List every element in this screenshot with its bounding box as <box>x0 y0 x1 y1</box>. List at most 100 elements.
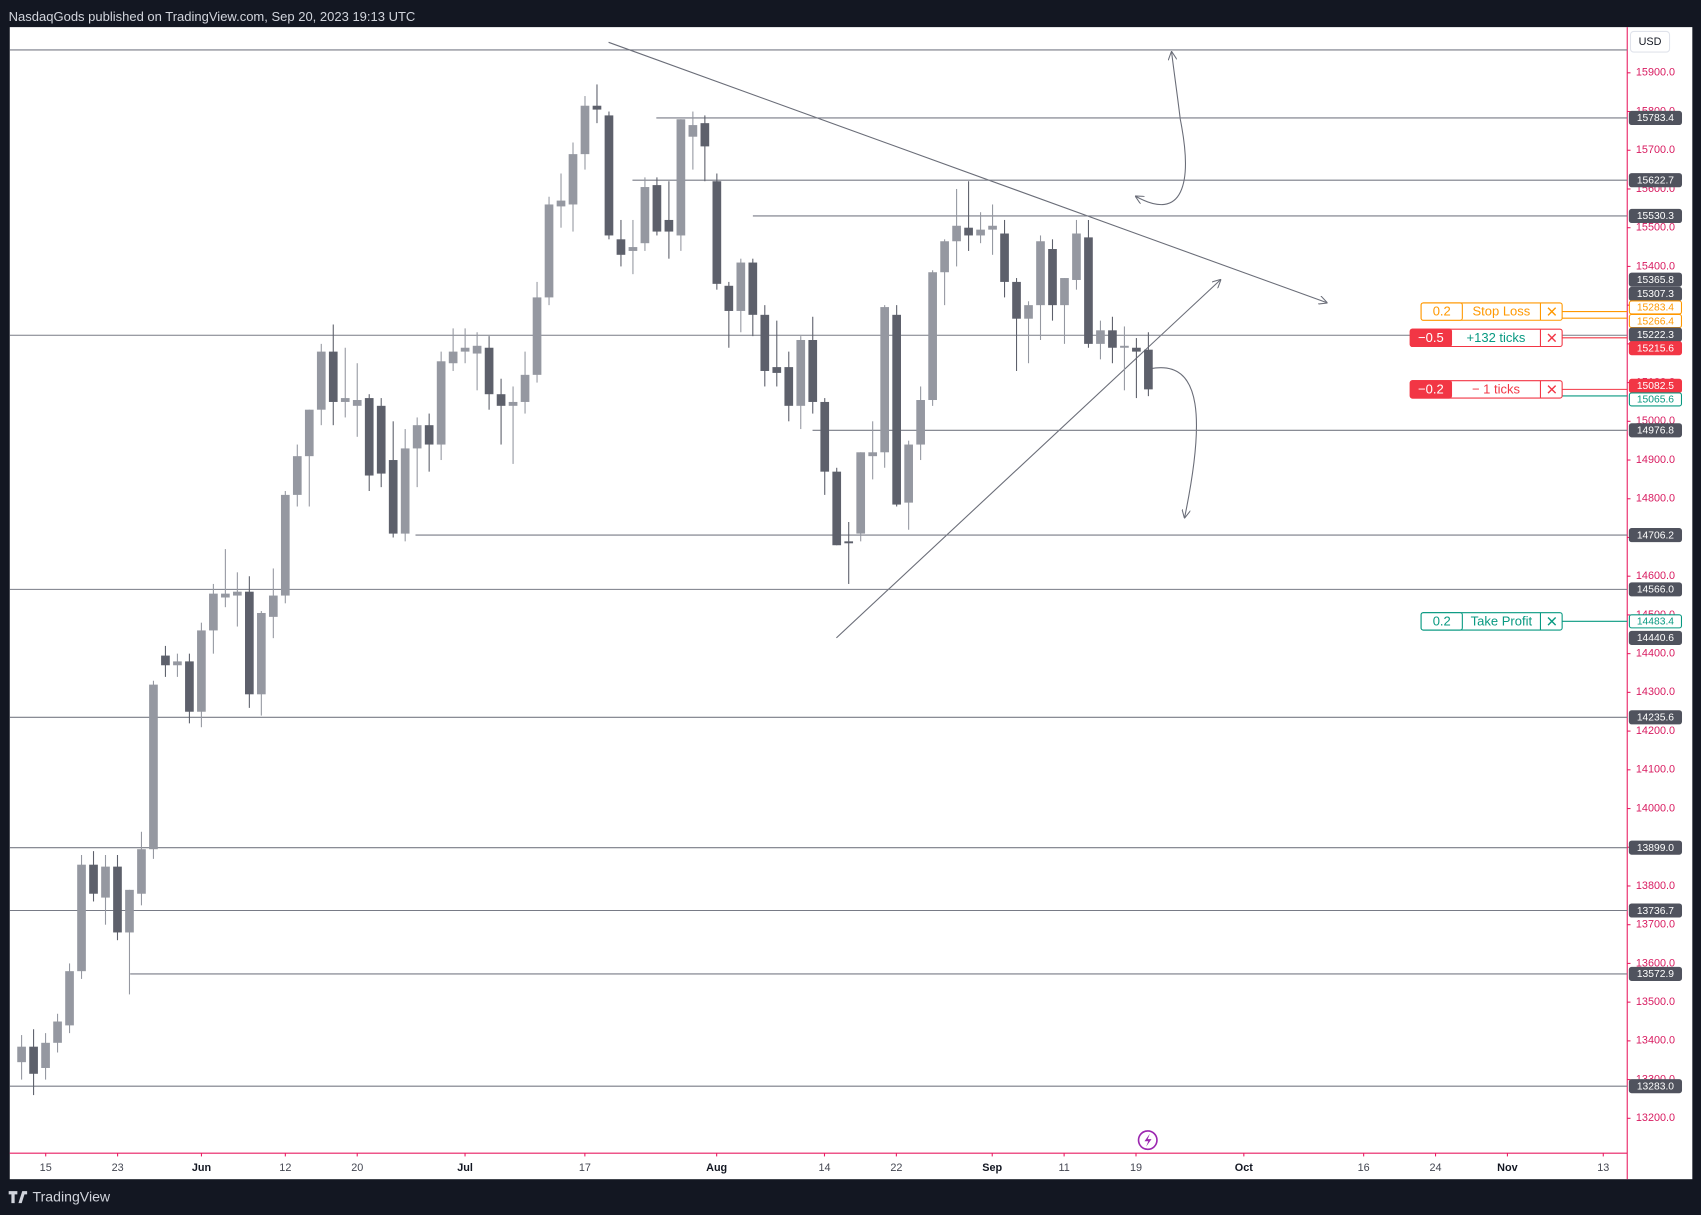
order-qty-box[interactable] <box>1409 380 1453 399</box>
order-qty-box[interactable] <box>1420 612 1463 631</box>
y-tick-label: 13400.0 <box>1636 1035 1675 1047</box>
price-tag-label: 15530.3 <box>1637 211 1674 222</box>
price-tag-label: 13283.0 <box>1637 1081 1674 1092</box>
price-tag-label: 14706.2 <box>1637 530 1674 541</box>
price-tag-label: 15215.6 <box>1637 343 1674 354</box>
price-tag-label: 13572.9 <box>1637 969 1674 980</box>
price-tag-label: 15065.6 <box>1637 395 1674 406</box>
candle-body <box>1144 349 1153 390</box>
y-tick-label: 15900.0 <box>1636 67 1675 79</box>
candle-body <box>304 409 314 457</box>
y-tick-label: 13800.0 <box>1636 880 1675 892</box>
candle-body <box>256 612 266 695</box>
candle-body <box>1000 233 1009 282</box>
order-close[interactable] <box>1547 385 1557 394</box>
candle-body <box>77 864 86 972</box>
price-tags: 15783.4 15622.7 15530.3 15365.8 15307.3 15283… <box>1628 110 1683 1094</box>
order-qty[interactable]: −0.2 <box>1418 381 1444 396</box>
currency-box[interactable] <box>1629 30 1671 53</box>
order-qty[interactable]: 0.2 <box>1433 613 1451 628</box>
order-text[interactable]: +132 ticks <box>1467 330 1526 345</box>
order-qty[interactable]: −0.5 <box>1418 330 1444 345</box>
price-tag <box>1628 341 1683 356</box>
y-tick-label: 13600.0 <box>1636 957 1675 969</box>
x-tick-label: 24 <box>1430 1162 1442 1174</box>
order-widget[interactable]: 0.2 Take Profit <box>1420 612 1563 631</box>
candle-body <box>137 849 146 894</box>
x-tick-label: 11 <box>1058 1162 1069 1174</box>
x-tick-label: Aug <box>706 1162 727 1174</box>
price-tag <box>1628 630 1683 645</box>
x-tick-label: Nov <box>1497 1162 1517 1174</box>
candle-body <box>976 229 985 236</box>
candle-body <box>233 591 242 596</box>
candle-body <box>161 655 170 666</box>
order-close[interactable] <box>1547 617 1557 626</box>
candle-body <box>868 452 878 457</box>
brand: TradingView <box>33 1188 111 1204</box>
candle-body <box>1024 305 1033 319</box>
order-qty[interactable]: 0.2 <box>1433 304 1451 319</box>
candle-body <box>928 272 937 401</box>
price-tag-label: 15283.4 <box>1637 303 1674 314</box>
candle-body <box>652 185 662 232</box>
candle-body <box>880 307 890 453</box>
arrow-curve <box>1136 52 1186 206</box>
candle-body <box>41 1042 50 1068</box>
order-text[interactable]: − 1 ticks <box>1472 381 1521 396</box>
candle-body <box>221 593 230 598</box>
y-tick-label: 14000.0 <box>1636 802 1675 814</box>
candle-body <box>185 661 194 712</box>
x-tick-label: 14 <box>818 1162 830 1174</box>
candle-body <box>448 351 458 364</box>
y-tick-label: 14900.0 <box>1636 454 1675 466</box>
candle-body <box>1036 241 1045 306</box>
price-tag-label: 13899.0 <box>1637 843 1674 854</box>
order-text[interactable]: Stop Loss <box>1472 304 1530 319</box>
order-widget[interactable]: −0.2 − 1 ticks <box>1409 380 1563 399</box>
candle-body <box>436 361 446 445</box>
candle-body <box>820 401 830 472</box>
candle-body <box>832 471 842 546</box>
order-widget[interactable]: −0.5 +132 ticks <box>1409 328 1563 348</box>
chart-area <box>9 27 1693 1180</box>
drawings <box>608 41 1327 639</box>
candle-body <box>988 225 997 230</box>
price-tag <box>1628 208 1683 224</box>
y-tick-label: 15700.0 <box>1636 144 1675 156</box>
alert-icon[interactable] <box>1137 1130 1158 1151</box>
order-text[interactable]: Take Profit <box>1471 613 1533 628</box>
trend-line <box>608 41 1327 302</box>
candle-body <box>952 225 961 242</box>
candle-body <box>496 394 506 406</box>
order-widget[interactable]: 0.2 Stop Loss <box>1420 302 1563 321</box>
candle-body <box>748 262 758 315</box>
candle-body <box>640 187 650 244</box>
price-tag <box>1628 423 1683 438</box>
candle-body <box>724 285 734 311</box>
price-tag <box>1628 614 1683 629</box>
candle-body <box>1108 330 1117 348</box>
candle-body <box>532 297 542 375</box>
candle-body <box>772 367 782 373</box>
candle-body <box>173 661 182 666</box>
order-close[interactable] <box>1547 307 1557 316</box>
candle-body <box>376 405 386 474</box>
candle-body <box>125 889 134 933</box>
order-qty-box[interactable] <box>1409 328 1453 348</box>
price-tag <box>1628 903 1683 918</box>
y-tick-label: 14800.0 <box>1636 493 1675 505</box>
y-tick-label: 14400.0 <box>1636 648 1675 660</box>
candle-body <box>616 239 626 255</box>
candle-body <box>400 448 410 534</box>
y-tick-label: 15500.0 <box>1636 222 1675 234</box>
candle-body <box>628 247 638 251</box>
price-tag <box>1628 710 1683 725</box>
price-tag <box>1628 840 1683 855</box>
order-close[interactable] <box>1547 333 1557 343</box>
x-tick-label: 13 <box>1597 1162 1609 1174</box>
order-qty-box[interactable] <box>1420 302 1463 321</box>
currency[interactable]: USD <box>1639 36 1662 48</box>
